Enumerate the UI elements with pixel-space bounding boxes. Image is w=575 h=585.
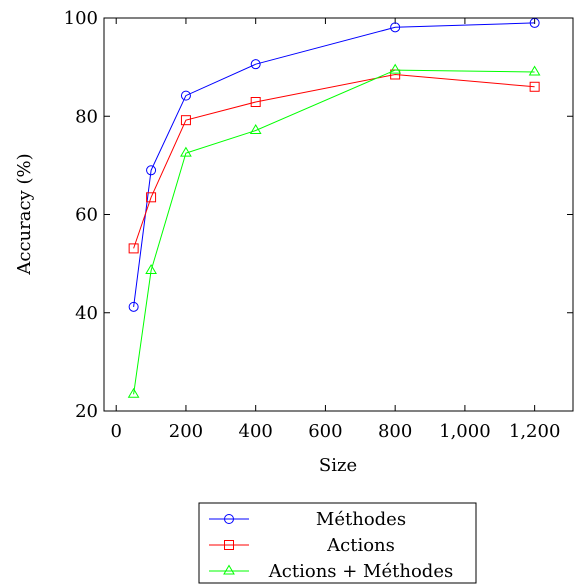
x-tick-label: 200: [169, 421, 203, 442]
legend-label-actions-methodes: Actions + Méthodes: [268, 561, 453, 582]
y-tick-label: 40: [75, 303, 98, 324]
legend-label-actions: Actions: [326, 535, 395, 556]
data-point: [249, 124, 262, 134]
plot-frame: [103, 17, 574, 412]
legend: Méthodes Actions Actions + Méthodes: [198, 502, 477, 584]
y-tick-label: 80: [75, 106, 98, 127]
y-tick-label: 60: [75, 205, 98, 226]
legend-entry-actions-methodes: Actions + Méthodes: [209, 561, 453, 582]
data-point: [146, 192, 157, 203]
x-tick-label: 400: [239, 421, 273, 442]
series-1: [128, 69, 540, 254]
legend-circle-marker-icon: [224, 514, 234, 524]
data-point: [128, 243, 139, 254]
data-point: [145, 264, 157, 274]
legend-entry-methodes: Méthodes: [209, 509, 406, 530]
data-point: [180, 115, 191, 126]
x-tick-label: 600: [308, 421, 342, 442]
series-line: [133, 73, 535, 249]
data-point: [390, 22, 401, 33]
y-tick-label: 100: [64, 8, 98, 29]
data-point: [250, 97, 261, 108]
legend-entry-actions: Actions: [209, 535, 395, 556]
legend-triangle-marker-icon: [223, 564, 235, 575]
data-point: [528, 65, 541, 76]
data-point: [180, 90, 191, 101]
x-axis-label: Size: [319, 455, 357, 476]
data-point: [146, 165, 157, 176]
data-point: [180, 146, 192, 157]
series-line: [133, 69, 535, 395]
data-point: [250, 59, 261, 70]
x-tick-label: 0: [110, 421, 121, 442]
legend-square-marker-icon: [224, 540, 234, 550]
y-axis-label: Accuracy (%): [14, 153, 35, 275]
data-point: [128, 301, 139, 312]
axis-ticks: [104, 17, 573, 412]
tick-labels: 0 200 400 600 800 1,000 1,200 20 40 60 80 100: [64, 8, 561, 442]
legend-box: [198, 502, 477, 584]
data-point: [529, 81, 540, 92]
x-tick-label: 1,200: [509, 421, 561, 442]
series-line: [133, 22, 535, 307]
x-tick-label: 800: [378, 421, 412, 442]
data-point: [389, 63, 402, 74]
series-2: [127, 63, 541, 398]
x-tick-label: 1,000: [439, 421, 491, 442]
series-0: [128, 17, 540, 312]
legend-label-methodes: Méthodes: [316, 509, 406, 530]
data-point: [127, 387, 140, 398]
series-lines: [127, 17, 541, 398]
y-tick-label: 20: [75, 401, 98, 422]
